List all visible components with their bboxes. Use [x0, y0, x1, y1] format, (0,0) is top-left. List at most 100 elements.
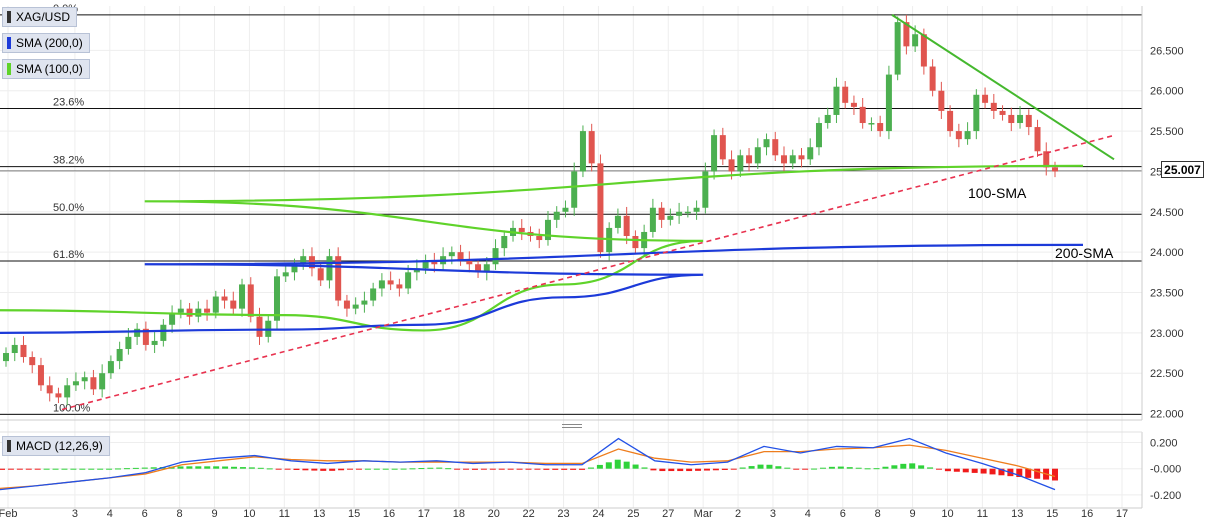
x-tick-label: 15: [1046, 508, 1058, 520]
macd-histogram-bar: [784, 467, 791, 469]
legend-sma100[interactable]: SMA (100,0): [2, 59, 90, 79]
candle-body: [754, 147, 761, 164]
y-tick-label: 26.500: [1150, 45, 1184, 57]
candle-body: [466, 260, 473, 265]
macd-histogram-bar: [507, 468, 514, 470]
macd-histogram-bar: [347, 468, 354, 470]
macd-histogram-bar: [373, 468, 380, 470]
candle-body: [815, 123, 822, 148]
candle-body: [492, 248, 499, 265]
legend-macd[interactable]: MACD (12,26,9): [2, 436, 110, 456]
macd-histogram-bar: [266, 468, 273, 470]
candle-body: [693, 207, 700, 212]
macd-histogram-bar: [695, 468, 702, 471]
candle-body: [378, 280, 385, 289]
candle-body: [842, 86, 849, 103]
falling-resistance-trendline: [891, 14, 1115, 161]
x-tick-label: 24: [592, 508, 604, 520]
x-tick-label: 23: [557, 508, 569, 520]
macd-histogram-bar: [1052, 468, 1058, 481]
candle-body: [719, 135, 726, 160]
sma100-annotation: 100-SMA: [968, 185, 1027, 201]
candle-body: [772, 139, 779, 156]
candle-body: [239, 284, 246, 309]
macd-y-tick-label: 0.200: [1150, 437, 1178, 449]
macd-histogram-bar: [793, 468, 800, 470]
macd-histogram-bar: [97, 468, 104, 470]
macd-histogram-bar: [837, 466, 844, 469]
x-tick-label: 9: [910, 508, 916, 520]
macd-histogram-bar: [766, 464, 773, 469]
x-tick-label: 6: [142, 508, 148, 520]
candle-body: [483, 264, 490, 273]
candle-body: [789, 155, 796, 164]
legend-sma200[interactable]: SMA (200,0): [2, 33, 90, 53]
macd-histogram-bar: [623, 461, 630, 469]
fib-level-label: 100.0%: [53, 402, 91, 414]
macd-histogram-bar: [418, 468, 425, 470]
candle-body: [64, 385, 71, 398]
legend-symbol[interactable]: XAG/USD: [2, 7, 78, 27]
y-tick-label: 22.000: [1150, 409, 1184, 421]
macd-histogram-bar: [186, 466, 193, 469]
macd-histogram-bar: [391, 468, 398, 470]
macd-histogram-bar: [811, 468, 818, 470]
candle-body: [335, 256, 342, 301]
candle-body: [632, 236, 639, 249]
macd-histogram-bar: [882, 466, 889, 469]
macd-histogram-bar: [284, 468, 291, 470]
macd-histogram-bar: [909, 463, 916, 469]
macd-histogram-bar: [427, 467, 434, 469]
candle-body: [1052, 167, 1058, 172]
x-tick-label: 22: [523, 508, 535, 520]
panel-resize-handle[interactable]: [562, 424, 582, 430]
candle-body: [588, 131, 595, 164]
macd-histogram-bar: [552, 468, 559, 470]
macd-histogram-bar: [364, 468, 371, 470]
x-tick-label: 17: [418, 508, 430, 520]
macd-histogram-bar: [34, 468, 41, 470]
x-tick-label: 15: [348, 508, 360, 520]
candle-body: [20, 344, 27, 358]
macd-histogram-bar: [436, 467, 443, 469]
candles: [3, 14, 1058, 406]
macd-histogram-bar: [61, 468, 68, 470]
x-tick-label: 27: [662, 508, 674, 520]
macd-histogram-bar: [686, 468, 693, 472]
macd-histogram-bar: [596, 464, 603, 469]
macd-histogram-bar: [712, 468, 719, 471]
candle-body: [37, 365, 44, 386]
macd-histogram-bar: [927, 467, 934, 469]
macd-histogram-bar: [106, 468, 113, 470]
macd-histogram-bar: [293, 468, 300, 470]
x-tick-label: 8: [177, 508, 183, 520]
macd-histogram-bar: [534, 468, 541, 470]
macd-histogram-bar: [971, 468, 978, 473]
macd-histogram-bar: [525, 468, 532, 470]
candle-body: [361, 300, 368, 305]
sma200-line: [0, 243, 1084, 334]
candle-body: [553, 211, 560, 220]
macd-histogram-bar: [454, 468, 461, 470]
macd-histogram-bar: [141, 467, 148, 469]
fib-level-label: 61.8%: [53, 249, 84, 261]
candle-body: [151, 340, 158, 345]
fib-level-label: 38.2%: [53, 155, 84, 167]
x-tick-label: 16: [1081, 508, 1093, 520]
x-tick-label: 11: [977, 508, 988, 520]
candle-body: [763, 139, 770, 148]
macd-histogram-bar: [828, 466, 835, 469]
x-tick-label: 2: [735, 508, 741, 520]
macd-histogram-bar: [400, 468, 407, 470]
candle-body: [317, 268, 324, 281]
macd-histogram-bar: [668, 468, 675, 472]
candle-body: [807, 147, 814, 160]
macd-histogram-bar: [382, 468, 389, 470]
macd-histogram-bar: [52, 468, 59, 470]
candle-body: [370, 288, 377, 301]
macd-histogram-bar: [320, 468, 327, 471]
candle-body: [955, 131, 962, 140]
candle-body: [885, 74, 892, 132]
symbol-swatch: [7, 11, 11, 23]
